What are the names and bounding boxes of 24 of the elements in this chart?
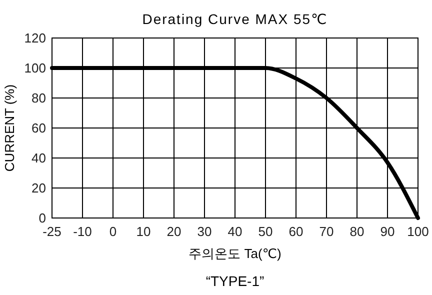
y-tick-label: 80 bbox=[32, 90, 46, 106]
y-tick-label: 0 bbox=[38, 210, 46, 226]
x-tick-label: 90 bbox=[380, 224, 395, 239]
x-tick-label: 100 bbox=[407, 224, 429, 239]
y-tick-label: 40 bbox=[32, 150, 46, 166]
text: “TYPE-1” bbox=[206, 273, 265, 289]
x-tick-label: 70 bbox=[319, 224, 334, 239]
x-tick-label: -10 bbox=[73, 224, 92, 239]
y-tick-label: 120 bbox=[24, 30, 46, 46]
x-axis-title: 주의온도 Ta(℃) bbox=[188, 246, 282, 261]
x-tick-label: 80 bbox=[350, 224, 364, 239]
y-tick-label: 60 bbox=[32, 120, 46, 136]
x-tick-label: 30 bbox=[197, 224, 212, 239]
chart-title: Derating Curve MAX 55℃ bbox=[142, 11, 328, 27]
x-tick-label: -25 bbox=[42, 224, 62, 239]
x-tick-label: 40 bbox=[228, 224, 242, 239]
x-tick-label: 20 bbox=[166, 224, 182, 239]
y-tick-label: 20 bbox=[32, 180, 46, 196]
y-axis-title: CURRENT (%) bbox=[2, 84, 17, 172]
x-tick-label: 0 bbox=[109, 224, 117, 239]
x-tick-label: 60 bbox=[288, 224, 304, 239]
x-tick-label: 50 bbox=[258, 224, 273, 239]
x-tick-label: 10 bbox=[136, 224, 151, 239]
y-tick-label: 100 bbox=[24, 60, 46, 76]
